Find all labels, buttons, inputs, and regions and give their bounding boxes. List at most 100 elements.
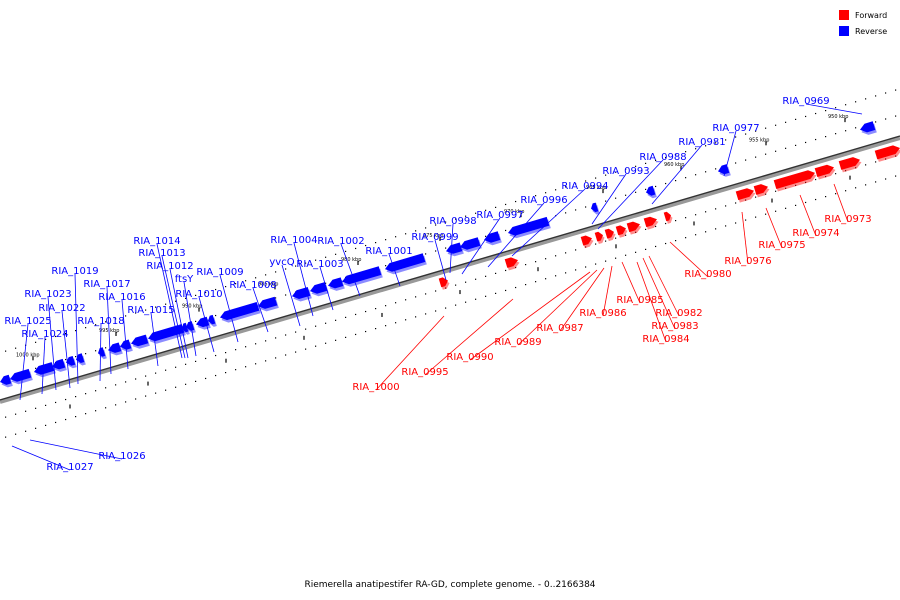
upper-track-dot <box>495 206 497 208</box>
reverse-gene-arrow-shadow <box>132 337 150 349</box>
upper-track-dot <box>395 236 397 238</box>
forward-gene-label-leader <box>765 207 783 249</box>
upper-track-dot <box>455 218 457 220</box>
reverse-gene-arrow <box>292 287 311 299</box>
reverse-gene-arrow-shadow <box>647 188 657 199</box>
forward-track-dot <box>665 222 667 225</box>
reverse-gene-arrow <box>508 216 550 236</box>
upper-track-dot <box>65 332 67 335</box>
upper-track-dot <box>745 133 747 135</box>
upper-track-dot <box>185 297 187 299</box>
forward-track-dot <box>155 372 157 374</box>
reverse-track-dot <box>65 358 67 361</box>
forward-gene-label-leader <box>741 211 749 265</box>
forward-track-dot <box>885 158 887 160</box>
lower-track-dot <box>825 196 827 198</box>
upper-track-dot <box>575 183 577 185</box>
upper-track-dot <box>675 154 677 156</box>
forward-gene-arrow-shadow <box>506 259 520 271</box>
reverse-gene-label-leader <box>47 296 57 391</box>
lower-track-dot <box>5 436 7 438</box>
reverse-track-dot <box>605 200 607 202</box>
forward-track-dot <box>345 316 347 318</box>
reverse-gene-arrow-shadow <box>183 325 190 335</box>
reverse-gene-label: RIA_1017 <box>83 279 130 290</box>
forward-gene-label: RIA_0985 <box>616 295 663 306</box>
forward-track-dot <box>235 349 237 351</box>
reverse-gene-label-leader <box>805 103 863 115</box>
lower-track-dot <box>125 401 127 403</box>
reverse-gene-arrow <box>860 121 876 133</box>
reverse-gene-arrow <box>98 347 106 357</box>
forward-gene-label: RIA_0989 <box>494 337 541 348</box>
reverse-gene-arrow <box>196 316 210 328</box>
lower-track-dot <box>405 319 407 321</box>
forward-track-dot <box>815 178 817 181</box>
reverse-track-dot <box>735 162 737 164</box>
forward-gene-label: RIA_0995 <box>401 367 448 378</box>
upper-track-dot <box>75 330 77 332</box>
reverse-gene-arrow-shadow <box>343 268 383 287</box>
forward-track-dot <box>215 354 217 357</box>
reverse-gene-arrow <box>186 321 195 331</box>
upper-track-dot <box>355 247 357 250</box>
forward-gene-label-leader <box>469 271 591 361</box>
lower-track-dot <box>735 222 737 224</box>
forward-track-dot <box>205 357 207 360</box>
reverse-gene-label-leader <box>293 242 314 317</box>
lower-track-dot <box>715 228 717 230</box>
reverse-track-dot <box>895 115 897 117</box>
forward-track-dot <box>435 290 437 292</box>
forward-track-dot <box>595 243 597 245</box>
upper-track-dot <box>715 142 717 144</box>
forward-gene-arrow-shadow <box>606 231 616 242</box>
forward-gene-label: RIA_0975 <box>758 240 805 251</box>
reverse-track-dot <box>635 191 637 193</box>
upper-track-dot <box>95 324 97 326</box>
reverse-track-dot <box>625 194 627 196</box>
upper-track-dot <box>235 283 237 285</box>
forward-track-dot <box>245 346 247 348</box>
reverse-gene-label-leader <box>41 336 46 395</box>
lower-track-dot <box>605 260 607 262</box>
upper-track-dot <box>685 151 687 153</box>
reverse-track-dot <box>785 147 787 149</box>
reverse-track-dot <box>685 177 687 179</box>
forward-track-dot <box>865 164 867 166</box>
forward-track-dot <box>15 413 17 415</box>
lower-track-dot <box>425 313 427 315</box>
upper-track-dot <box>665 156 667 159</box>
lower-track-dot <box>65 418 67 421</box>
upper-track-dot <box>765 127 767 129</box>
forward-gene-label-leader <box>424 298 514 376</box>
lower-track-dot <box>485 295 487 297</box>
lower-track-dot <box>725 225 727 227</box>
upper-track-dot <box>315 259 317 261</box>
reverse-track-dot <box>105 347 107 349</box>
forward-gene-arrow-shadow <box>617 227 628 238</box>
lower-track-dot <box>55 421 57 424</box>
upper-track-dot <box>405 233 407 235</box>
kbp-tick-label: 950 kbp <box>828 114 848 120</box>
reverse-track-dot <box>705 171 707 173</box>
forward-track-dot <box>545 258 547 260</box>
reverse-gene-label-leader <box>219 274 239 343</box>
forward-gene-label-leader <box>642 257 676 330</box>
reverse-gene-label: RIA_1024 <box>21 329 68 340</box>
reverse-track-dot <box>875 121 877 123</box>
forward-track-dot <box>555 255 557 257</box>
upper-track-dot <box>295 265 297 267</box>
lower-track-dot <box>305 348 307 350</box>
reverse-gene-arrow <box>310 282 328 294</box>
reverse-track-dot <box>435 250 437 252</box>
reverse-gene-label-leader <box>74 273 79 385</box>
upper-track-dot <box>325 256 327 258</box>
reverse-gene-arrow-shadow <box>1 377 13 388</box>
lower-track-dot <box>105 407 107 409</box>
reverse-gene-label-leader <box>183 281 197 357</box>
forward-track-dot <box>365 310 367 313</box>
reverse-gene-label: RIA_1018 <box>77 316 124 327</box>
forward-track-dot <box>225 352 227 354</box>
lower-track-dot <box>415 316 417 318</box>
upper-track-dot <box>105 321 107 323</box>
